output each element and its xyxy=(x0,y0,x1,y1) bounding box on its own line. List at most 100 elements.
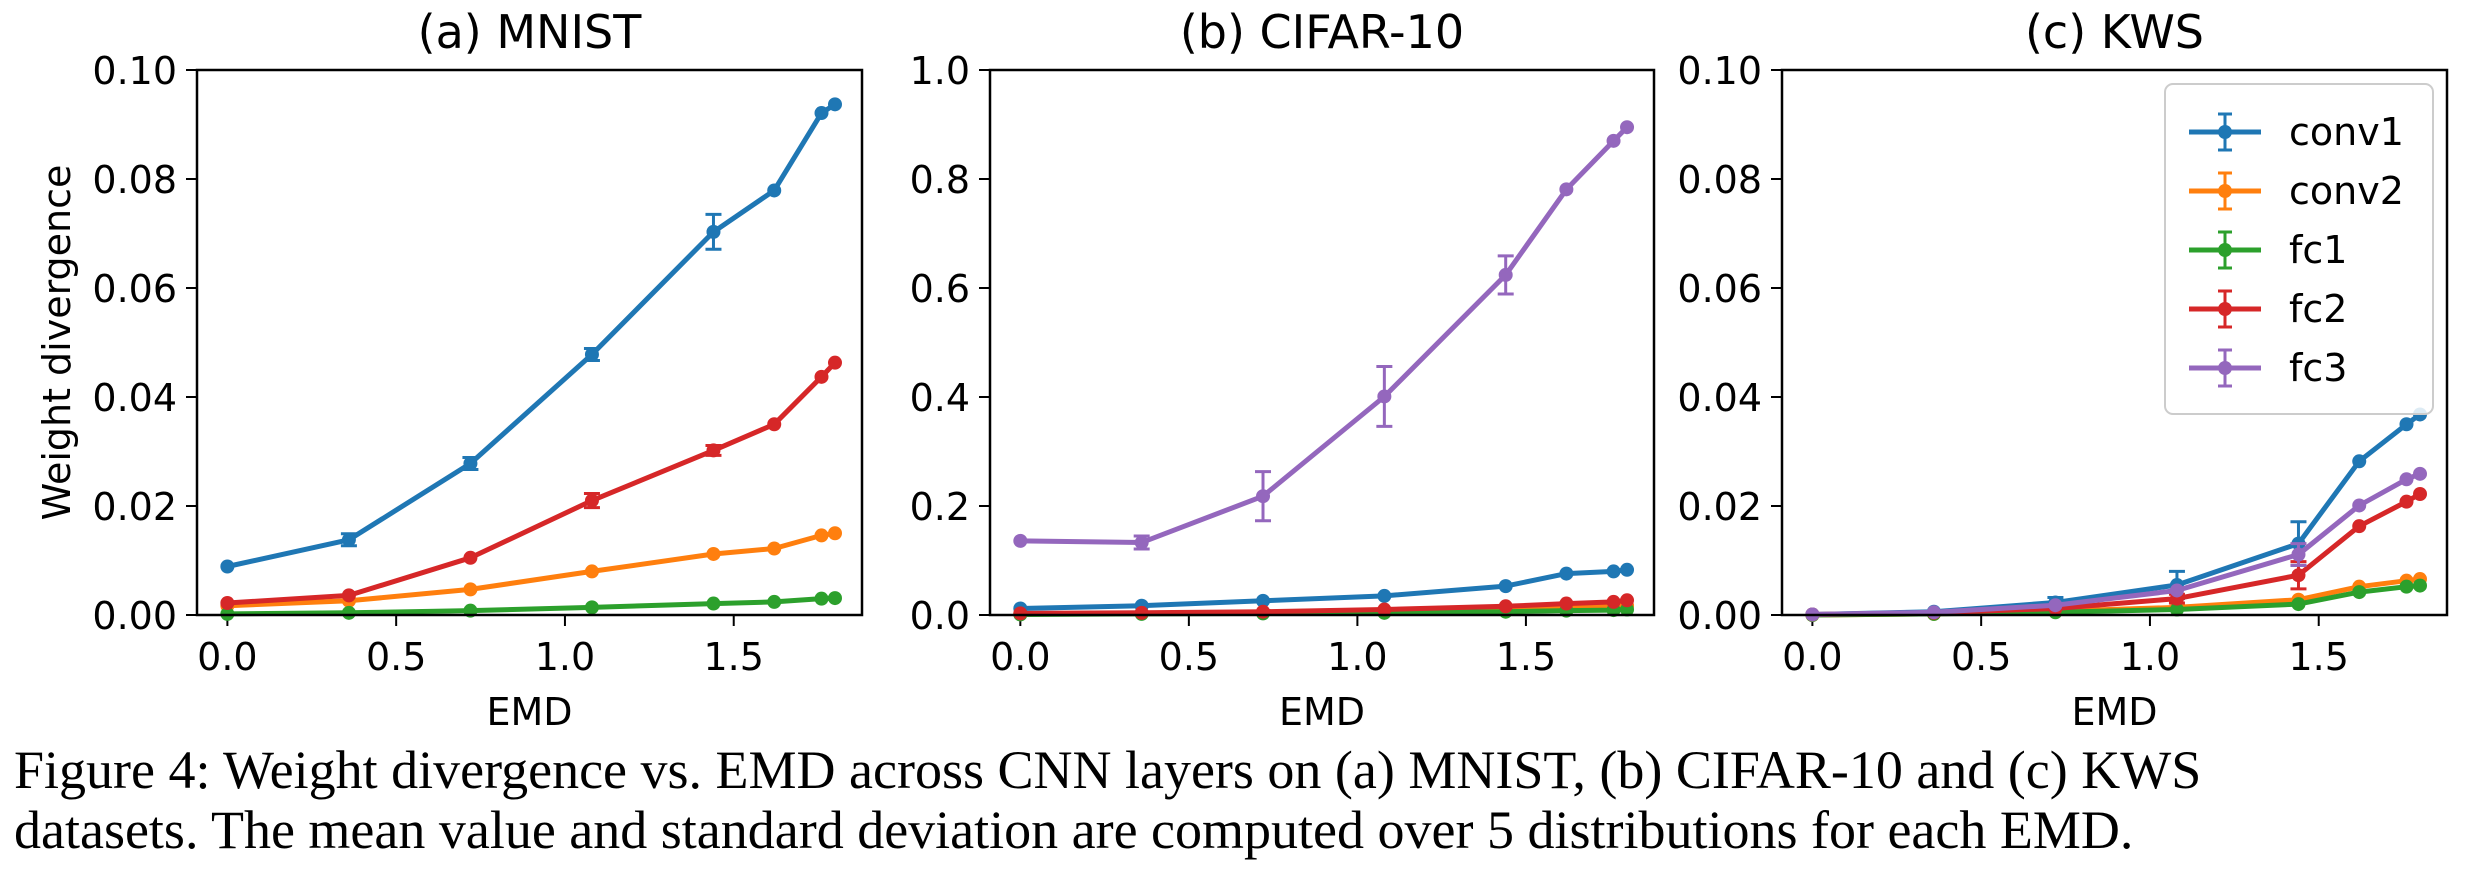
chart-panel-2: (b) CIFAR-10 0.0 0.2 0.4 0.6 0.8 1.0 0.0 0.5 1.0 1… xyxy=(910,5,1656,734)
series-line-fc3 xyxy=(1812,471,2421,617)
data-point-fc2 xyxy=(220,596,235,611)
data-point-fc3 xyxy=(1256,489,1271,504)
x-tick-label: 1.0 xyxy=(1327,635,1387,679)
data-point-fc1 xyxy=(706,596,721,611)
chart-panel-3: (c) KWS 0.00 0.02 0.04 0.06 0.08 0.10 0.0 0.5 1.0… xyxy=(1677,5,2449,734)
data-point-conv1 xyxy=(1559,566,1574,581)
y-tick-label: 0.00 xyxy=(1677,594,1762,638)
x-axis-label: EMD xyxy=(2071,690,2157,734)
y-tick-label: 0.06 xyxy=(92,267,177,311)
data-point-fc3 xyxy=(1013,533,1028,548)
chart-panel-1: (a) MNIST 0.00 0.02 0.04 0.06 0.08 0.10 0.0 0.5 1… xyxy=(35,5,864,734)
data-point-fc1 xyxy=(767,594,782,609)
y-tick-label: 1.0 xyxy=(910,49,970,93)
data-point-conv2 xyxy=(463,582,478,597)
data-point-conv1 xyxy=(827,97,842,112)
y-tick-label: 0.08 xyxy=(92,158,177,202)
data-point-conv1 xyxy=(1377,588,1392,603)
data-point-fc3 xyxy=(2169,583,2184,598)
legend-label-fc3: fc3 xyxy=(2289,346,2347,390)
legend-label-conv1: conv1 xyxy=(2289,110,2404,154)
data-point-fc2 xyxy=(827,355,842,370)
y-tick-label: 0.4 xyxy=(910,376,970,420)
series-group xyxy=(1013,120,1635,622)
y-tick-label: 0.06 xyxy=(1677,267,1762,311)
data-point-fc1 xyxy=(827,591,842,606)
legend-label-conv2: conv2 xyxy=(2289,169,2404,213)
data-point-fc3 xyxy=(2048,598,2063,613)
data-point-fc2 xyxy=(706,443,721,458)
data-point-conv1 xyxy=(584,347,599,362)
caption-line-1: Figure 4: Weight divergence vs. EMD acro… xyxy=(14,740,2202,800)
data-point-fc2 xyxy=(2291,568,2306,583)
x-tick-label: 1.5 xyxy=(704,635,764,679)
series-line-conv1 xyxy=(1020,567,1628,611)
data-point-fc3 xyxy=(1498,267,1513,282)
data-point-fc3 xyxy=(2412,466,2427,481)
series-line-fc3 xyxy=(1020,125,1629,545)
plot-frame xyxy=(195,68,864,617)
figure-caption: Figure 4: Weight divergence vs. EMD acro… xyxy=(14,740,2476,860)
data-point-conv2 xyxy=(827,526,842,541)
legend-marker-fc1 xyxy=(2218,243,2232,257)
y-tick-label: 0.8 xyxy=(910,158,970,202)
data-point-conv1 xyxy=(2399,417,2414,432)
data-point-conv1 xyxy=(1256,593,1271,608)
legend-marker-conv1 xyxy=(2218,125,2232,139)
data-point-fc1 xyxy=(2412,578,2427,593)
figure-charts: (a) MNIST 0.00 0.02 0.04 0.06 0.08 0.10 0.0 0.5 1… xyxy=(35,5,2449,734)
caption-line-2: datasets. The mean value and standard de… xyxy=(14,800,2134,860)
y-tick-label: 0.10 xyxy=(1677,49,1762,93)
x-axis-label: EMD xyxy=(486,690,572,734)
data-point-fc2 xyxy=(1620,593,1635,608)
chart-title: (c) KWS xyxy=(2025,5,2204,59)
data-point-fc2 xyxy=(2352,519,2367,534)
y-tick-label: 0.2 xyxy=(910,485,970,529)
data-point-fc3 xyxy=(2291,547,2306,562)
x-tick-label: 1.0 xyxy=(535,635,595,679)
data-point-fc3 xyxy=(1620,120,1635,135)
data-point-fc2 xyxy=(2399,494,2414,509)
data-point-fc1 xyxy=(2352,585,2367,600)
y-axis-label: Weight divergence xyxy=(35,165,79,521)
y-tick-label: 0.08 xyxy=(1677,158,1762,202)
series-line-conv1 xyxy=(226,102,837,569)
data-point-fc3 xyxy=(1606,133,1621,148)
x-axis-label: EMD xyxy=(1279,690,1365,734)
data-point-fc2 xyxy=(1256,604,1271,619)
series-group xyxy=(1805,407,2427,622)
data-point-fc3 xyxy=(1926,605,1941,620)
data-point-fc2 xyxy=(2412,487,2427,502)
data-point-fc2 xyxy=(1559,596,1574,611)
y-tick-label: 0.00 xyxy=(92,594,177,638)
legend-box xyxy=(2164,83,2434,415)
data-point-fc1 xyxy=(2169,602,2184,617)
y-tick-label: 0.02 xyxy=(1677,485,1762,529)
data-point-fc1 xyxy=(584,600,599,615)
series-line-conv2 xyxy=(227,530,836,609)
legend-label-fc1: fc1 xyxy=(2289,228,2347,272)
x-tick-label: 0.0 xyxy=(990,635,1050,679)
data-point-conv2 xyxy=(767,541,782,556)
data-point-fc3 xyxy=(1559,182,1574,197)
data-point-conv1 xyxy=(706,224,721,239)
x-tick-label: 0.0 xyxy=(1782,635,1842,679)
data-point-conv2 xyxy=(814,528,829,543)
data-point-conv1 xyxy=(1620,562,1635,577)
x-tick-label: 0.0 xyxy=(197,635,257,679)
data-point-fc3 xyxy=(2352,498,2367,513)
series-line-fc2 xyxy=(1020,597,1628,616)
data-point-fc2 xyxy=(1134,605,1149,620)
series-group xyxy=(220,97,842,621)
data-point-conv1 xyxy=(463,456,478,471)
data-point-fc2 xyxy=(1377,602,1392,617)
data-point-fc3 xyxy=(1377,389,1392,404)
x-tick-label: 1.5 xyxy=(2289,635,2349,679)
data-point-fc1 xyxy=(2291,597,2306,612)
data-point-fc1 xyxy=(2399,579,2414,594)
data-point-conv1 xyxy=(1606,564,1621,579)
data-point-fc2 xyxy=(1013,606,1028,621)
data-point-fc2 xyxy=(767,417,782,432)
data-point-conv1 xyxy=(2352,454,2367,469)
data-point-fc1 xyxy=(341,605,356,620)
